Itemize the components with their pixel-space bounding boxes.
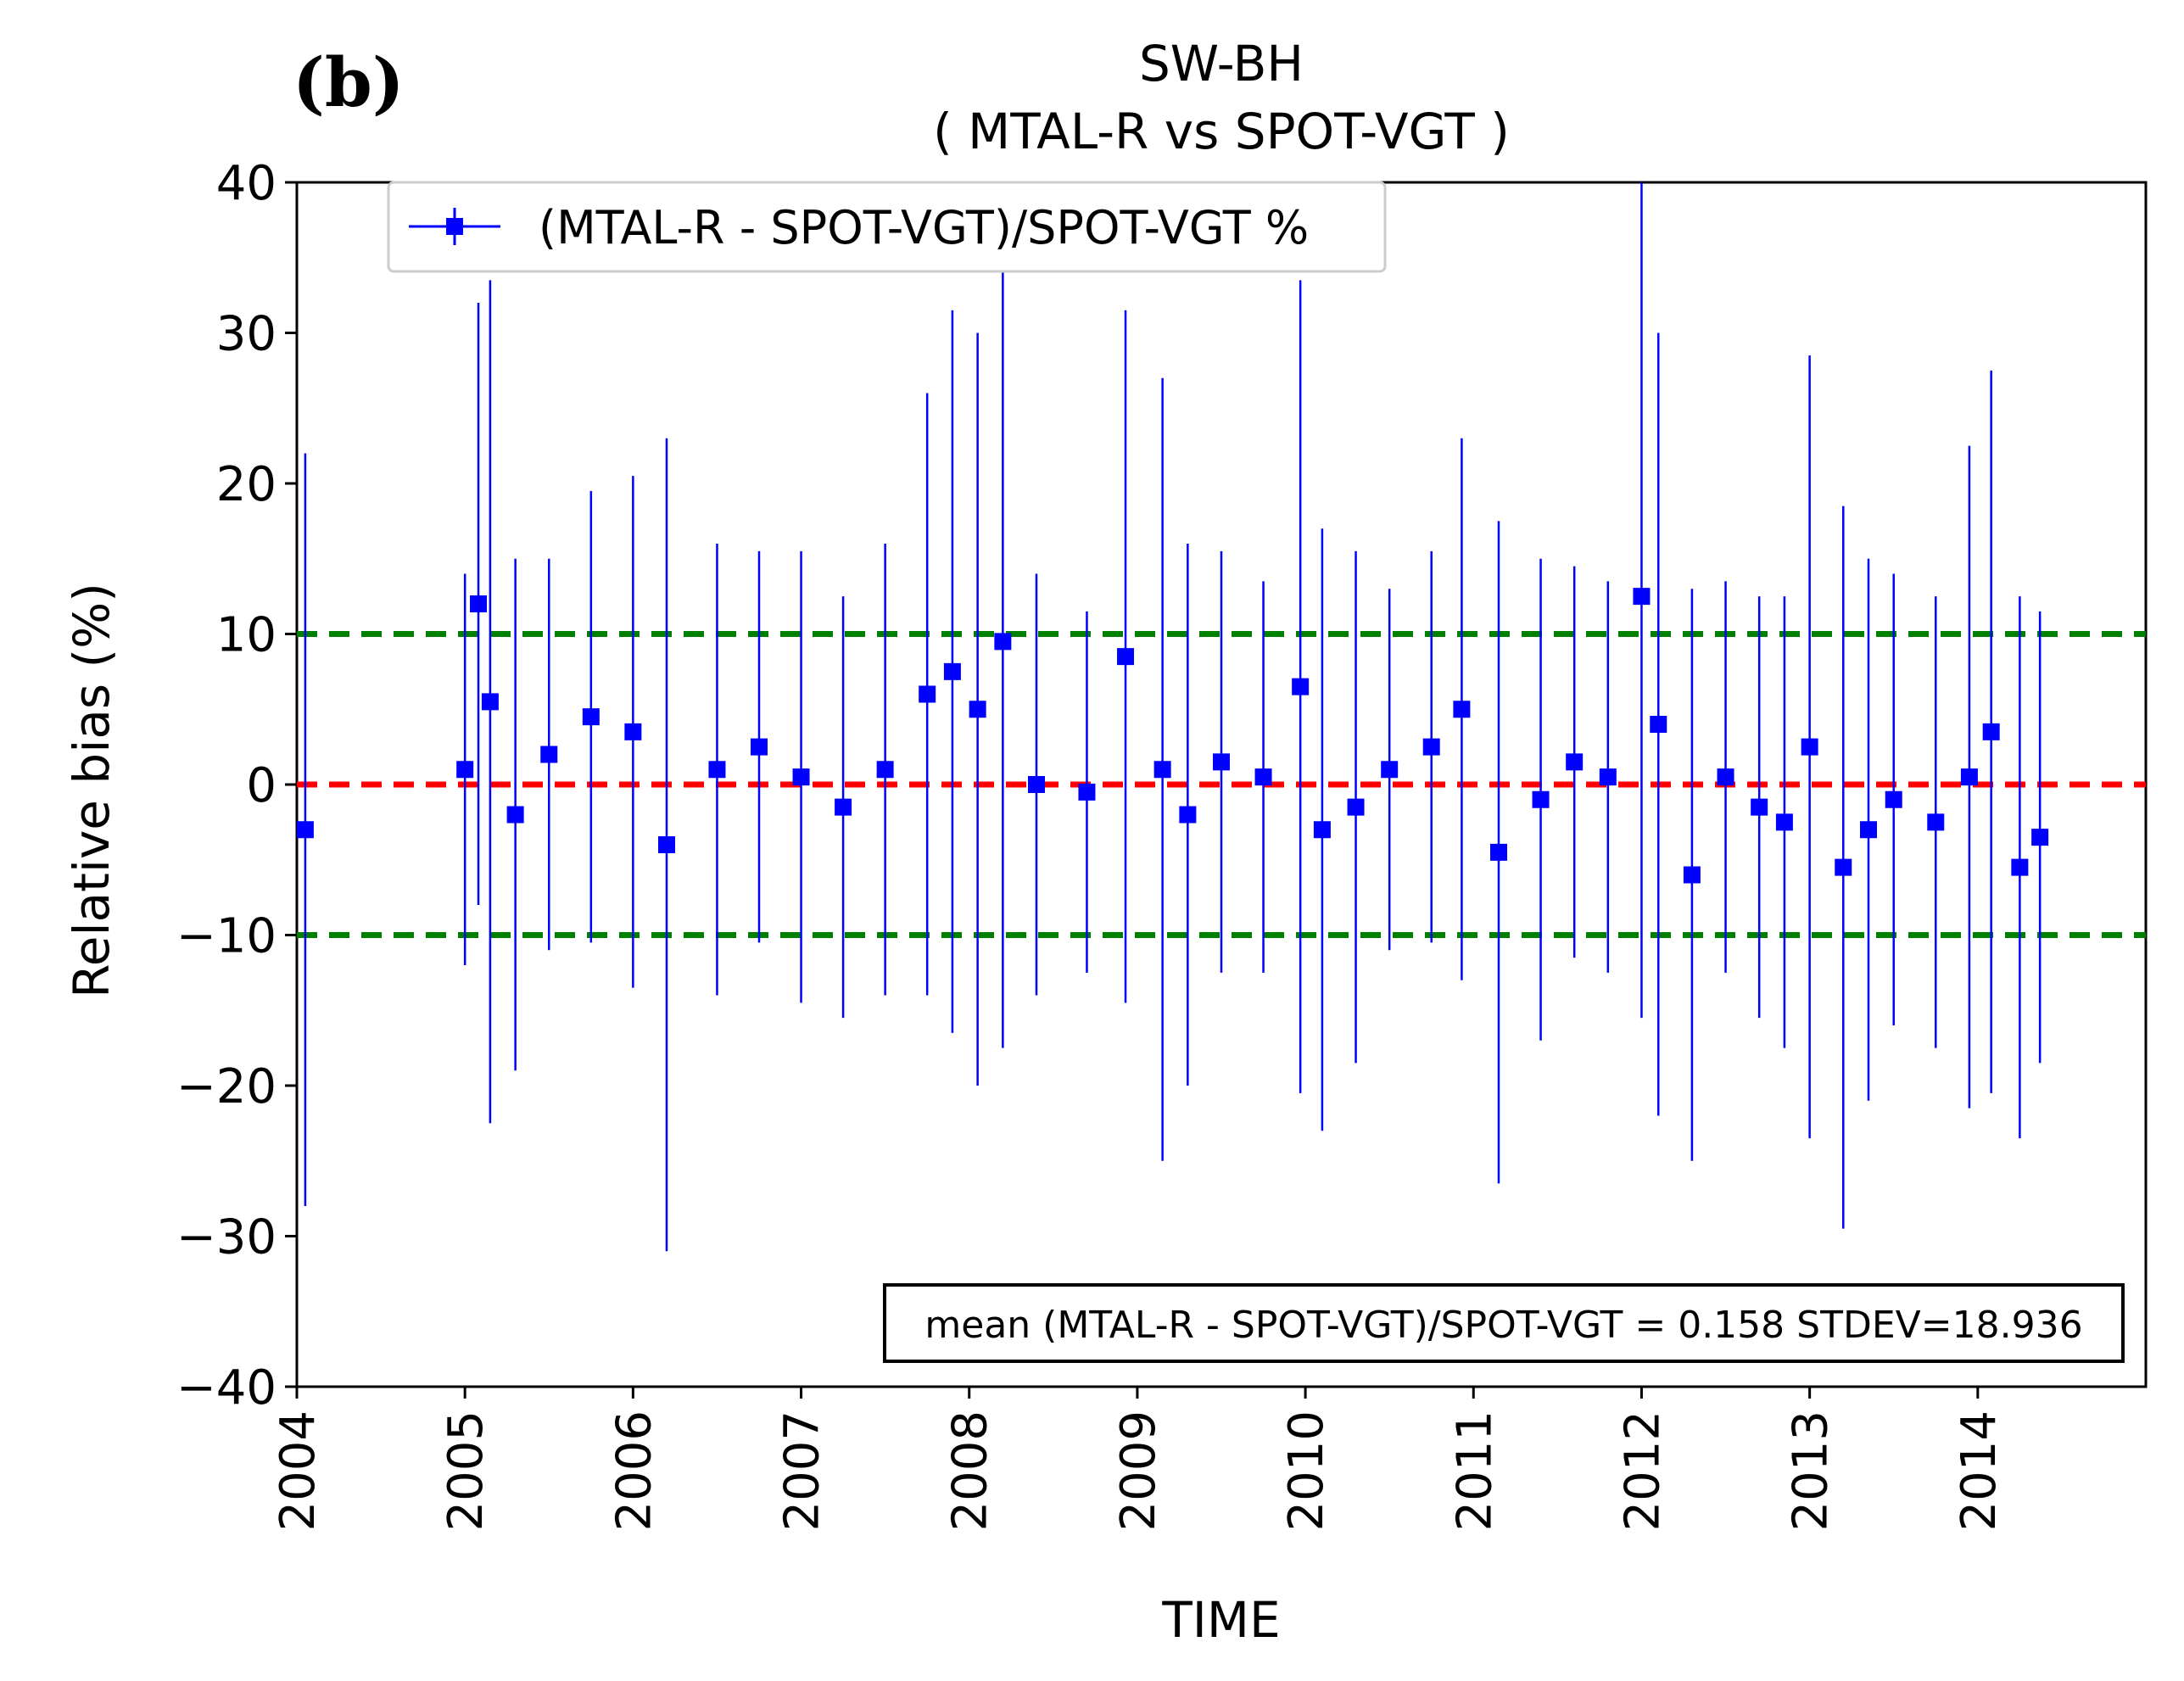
legend-text: (MTAL-R - SPOT-VGT)/SPOT-VGT % xyxy=(539,201,1309,254)
data-point xyxy=(1633,588,1651,606)
data-point xyxy=(1717,768,1734,786)
data-point xyxy=(1179,806,1197,824)
annotation-box xyxy=(883,1283,2125,1363)
data-point xyxy=(1927,813,1945,831)
data-point xyxy=(1117,648,1135,666)
data-point xyxy=(835,798,852,816)
data-point xyxy=(582,708,600,726)
data-point xyxy=(2031,829,2049,846)
y-tick-label: −30 xyxy=(176,1210,276,1265)
x-tick-label: 2010 xyxy=(1279,1410,1334,1532)
x-tick-label: 2007 xyxy=(775,1410,830,1532)
x-tick-label: 2013 xyxy=(1784,1410,1839,1532)
y-tick-label: 20 xyxy=(216,457,276,512)
annotation: mean (MTAL-R - SPOT-VGT)/SPOT-VGT = 0.15… xyxy=(883,1283,2125,1363)
data-point xyxy=(1650,716,1667,733)
y-tick-label: −10 xyxy=(176,909,276,964)
data-point xyxy=(1153,761,1171,779)
x-tick-label: 2009 xyxy=(1111,1410,1166,1532)
data-point xyxy=(2011,858,2029,876)
error-bars xyxy=(304,182,2042,1252)
data-point xyxy=(296,821,314,839)
x-tick-label: 2011 xyxy=(1447,1410,1502,1532)
chart-title: SW-BH xyxy=(1139,35,1304,92)
legend-box xyxy=(387,181,1387,273)
data-point xyxy=(1347,798,1365,816)
x-axis: 2004 2005 2006 2007 2008 2009 2010 2011 2012 2013… xyxy=(271,1387,2007,1532)
data-point xyxy=(1453,701,1471,718)
data-point xyxy=(943,662,961,680)
data-point xyxy=(506,806,524,824)
legend: (MTAL-R - SPOT-VGT)/SPOT-VGT % xyxy=(387,181,1387,273)
data-point xyxy=(470,595,488,612)
data-point xyxy=(1801,738,1818,756)
x-axis-label: TIME xyxy=(1161,1591,1280,1649)
data-point xyxy=(1982,723,2000,740)
data-point xyxy=(919,685,936,703)
y-tick-label: −40 xyxy=(176,1360,276,1416)
x-tick-label: 2004 xyxy=(271,1410,326,1532)
data-point xyxy=(1775,813,1793,831)
data-point xyxy=(1028,776,1045,793)
x-tick-label: 2006 xyxy=(606,1410,662,1532)
data-point xyxy=(481,693,499,711)
data-point xyxy=(876,761,894,779)
data-point xyxy=(1078,783,1096,801)
data-point xyxy=(792,768,810,786)
data-point xyxy=(1835,858,1852,876)
data-point xyxy=(1885,790,1902,808)
x-tick-label: 2005 xyxy=(438,1410,494,1532)
y-axis-label: Relative bias (%) xyxy=(63,583,120,998)
chart-subtitle: ( MTAL-R vs SPOT-VGT ) xyxy=(933,103,1510,160)
data-point xyxy=(1313,821,1331,839)
y-tick-label: −20 xyxy=(176,1059,276,1114)
x-tick-label: 2014 xyxy=(1952,1410,2007,1532)
x-tick-label: 2008 xyxy=(943,1410,998,1532)
y-tick-label: 30 xyxy=(216,307,276,362)
data-point xyxy=(1751,798,1768,816)
data-point xyxy=(1960,768,1978,786)
data-point xyxy=(1532,790,1550,808)
data-point xyxy=(658,836,675,853)
legend-marker xyxy=(446,218,463,235)
data-point xyxy=(1599,768,1617,786)
y-axis: 40 30 20 10 0 −10 −20 −30 −40 xyxy=(176,156,297,1416)
data-point xyxy=(1566,753,1584,771)
data-point xyxy=(708,761,726,779)
data-point xyxy=(1490,843,1507,861)
data-point xyxy=(1381,761,1399,779)
x-tick-label: 2012 xyxy=(1615,1410,1670,1532)
data-point xyxy=(751,738,768,756)
data-point xyxy=(624,723,642,740)
data-point xyxy=(969,701,986,718)
data-point xyxy=(540,746,558,763)
data-point xyxy=(994,633,1012,651)
y-tick-label: 40 xyxy=(216,156,276,211)
data-point xyxy=(1683,866,1701,884)
data-point xyxy=(1422,738,1440,756)
data-point xyxy=(1292,678,1310,695)
panel-label: (b) xyxy=(293,42,405,122)
data-point xyxy=(456,761,474,779)
data-point xyxy=(1213,753,1230,771)
annotation-text: mean (MTAL-R - SPOT-VGT)/SPOT-VGT = 0.15… xyxy=(924,1304,2082,1347)
data-point xyxy=(1254,768,1272,786)
data-point xyxy=(1860,821,1877,839)
reference-lines xyxy=(297,631,2146,938)
y-tick-label: 0 xyxy=(246,758,276,813)
data-markers xyxy=(296,588,2049,884)
y-tick-label: 10 xyxy=(216,608,276,663)
